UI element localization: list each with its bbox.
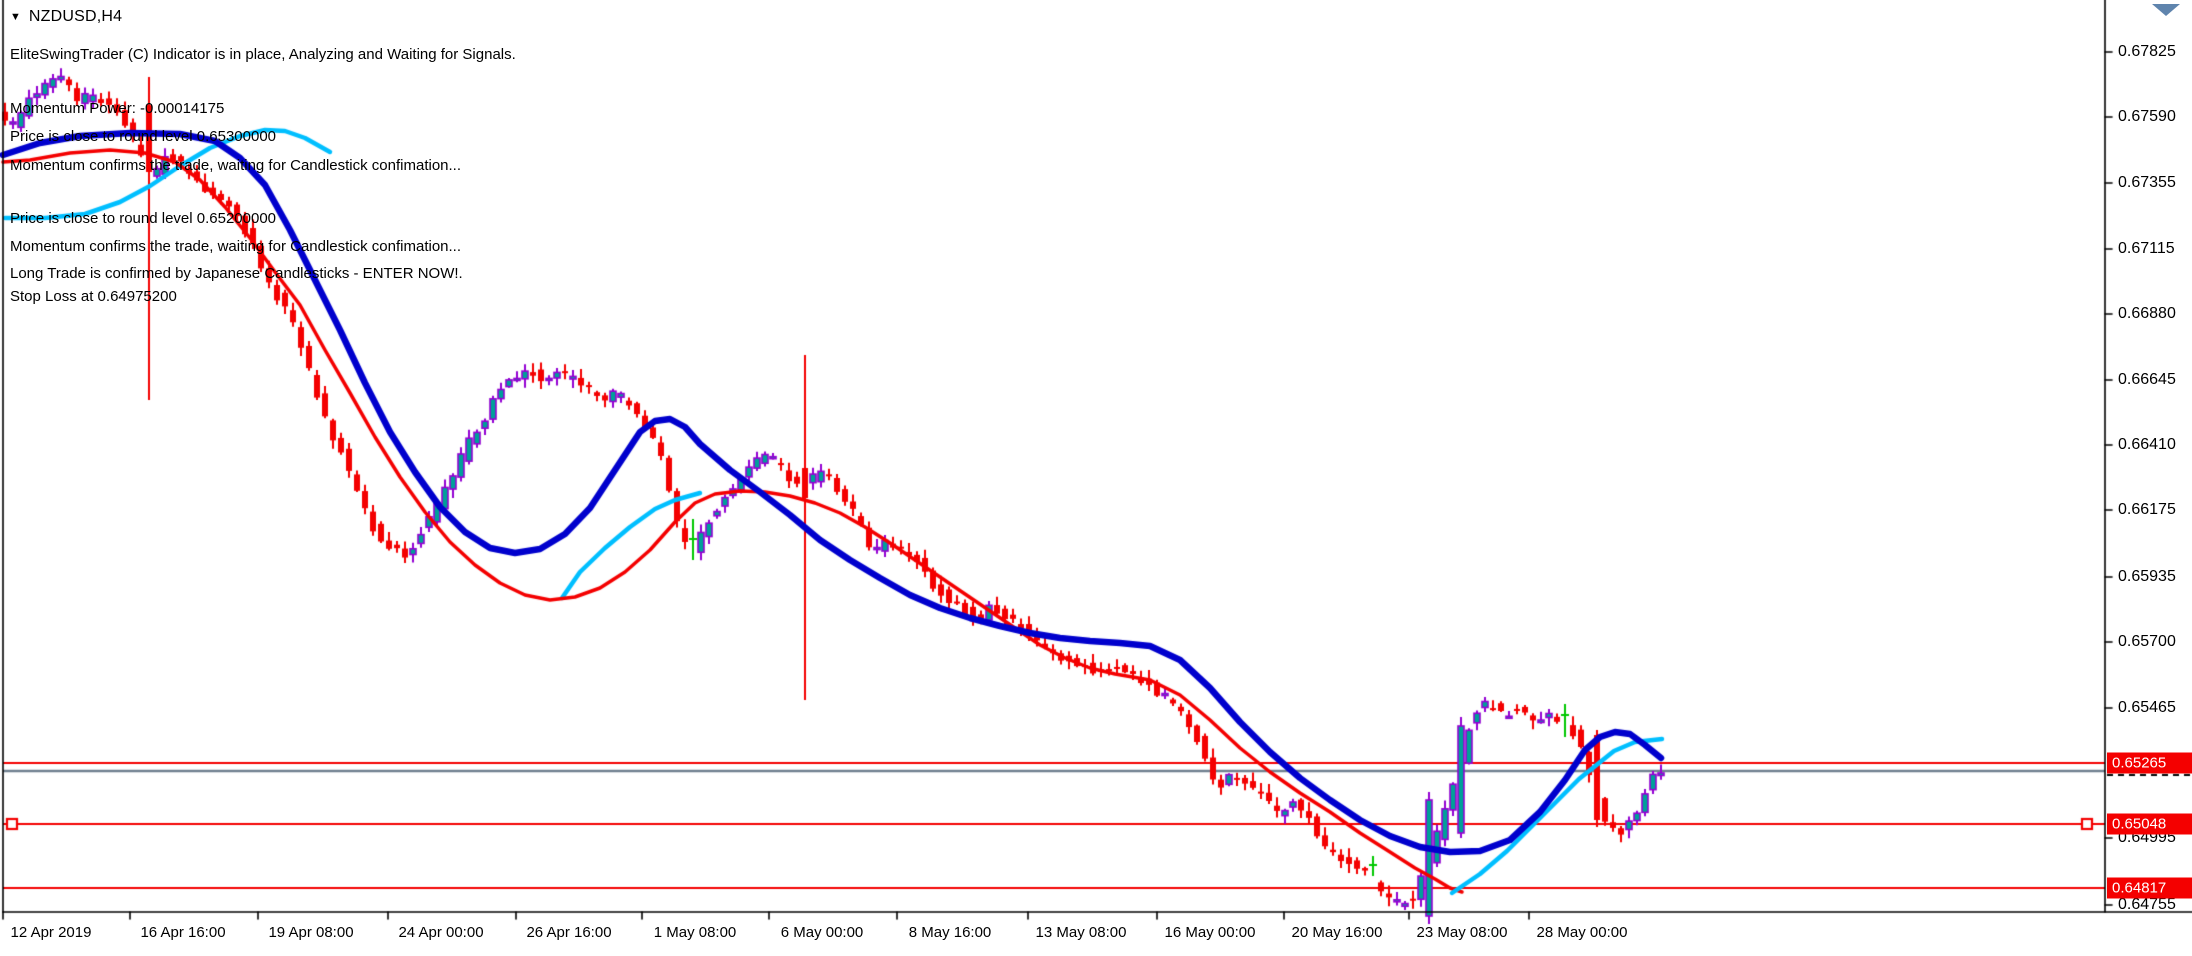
price-level-badge: 0.65048 [2107, 813, 2192, 835]
price-level-badge: 0.64817 [2107, 877, 2192, 899]
price-level-badge: 0.65265 [2107, 752, 2192, 774]
chart-title-bar: ▼ NZDUSD,H4 [10, 8, 122, 26]
symbol-dropdown-icon[interactable]: ▼ [10, 10, 21, 23]
chart-shift-marker-icon[interactable] [2152, 4, 2180, 16]
chart-symbol-title: NZDUSD,H4 [28, 8, 123, 25]
